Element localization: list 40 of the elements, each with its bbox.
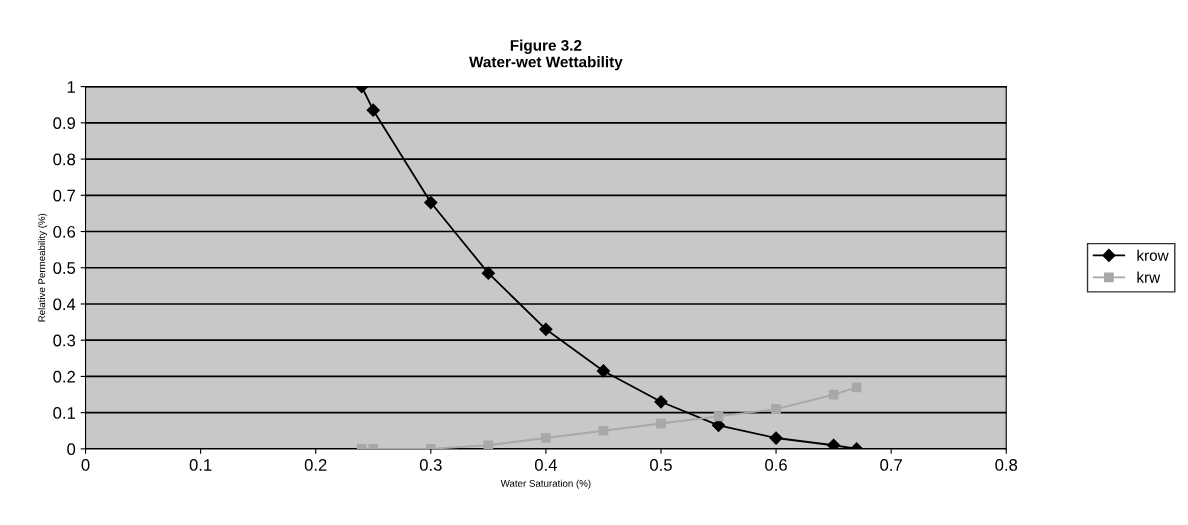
y-tick-label: 1 (67, 81, 75, 93)
x-axis-title: Water Saturation (%) (500, 479, 591, 489)
point (366, 103, 380, 117)
x-tick-label: 0.7 (880, 459, 902, 471)
y-tick-label: 0.9 (53, 117, 76, 130)
point (654, 395, 668, 409)
legend-label: krow (1137, 249, 1169, 261)
y-tick-label: 0 (67, 443, 76, 456)
y-tick-label: 0.3 (53, 334, 76, 347)
x-tick-label: 0.8 (995, 459, 1018, 471)
point (596, 364, 611, 378)
point (424, 195, 438, 210)
point (771, 404, 781, 414)
y-tick-label: 0.6 (53, 225, 76, 238)
point (713, 411, 724, 422)
x-tick-label: 0 (81, 459, 90, 471)
y-tick-label: 0.7 (53, 189, 75, 202)
point (769, 431, 783, 445)
x-tick-label: 0.2 (304, 459, 327, 471)
point (598, 425, 609, 436)
point (483, 440, 494, 449)
point (539, 322, 553, 336)
point (656, 418, 666, 429)
point (481, 266, 495, 280)
x-tick-label: 0.6 (765, 459, 787, 471)
chart-title: Figure 3.2 Water-wet Wettability (469, 39, 623, 71)
point (541, 433, 551, 443)
legend-label: krw (1137, 271, 1161, 283)
y-tick-label: 0.4 (53, 298, 76, 311)
y-tick-label: 0.5 (53, 262, 76, 274)
x-tick-label: 0.4 (534, 459, 557, 471)
x-tick-label: 0.5 (650, 459, 672, 471)
point (851, 382, 862, 393)
x-tick-label: 0.3 (419, 459, 442, 471)
y-axis-title: Relative Permeability (%) (38, 213, 48, 322)
y-tick-label: 0.8 (53, 153, 76, 166)
y-tick-label: 0.1 (53, 407, 75, 419)
y-tick-label: 0.2 (53, 370, 75, 383)
x-tick-label: 0.1 (189, 459, 212, 471)
point (827, 438, 841, 449)
